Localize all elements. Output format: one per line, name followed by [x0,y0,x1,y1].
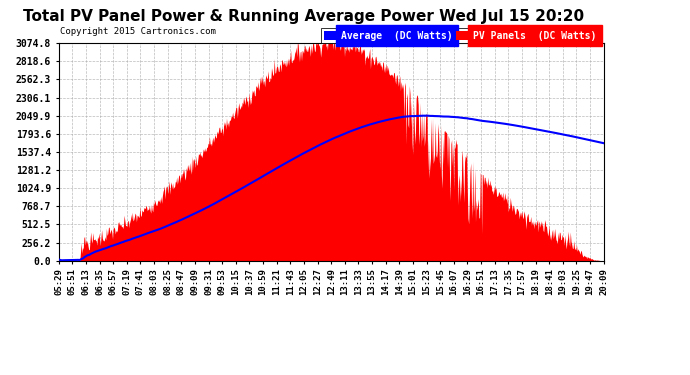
Text: Total PV Panel Power & Running Average Power Wed Jul 15 20:20: Total PV Panel Power & Running Average P… [23,9,584,24]
Legend: Average  (DC Watts), PV Panels  (DC Watts): Average (DC Watts), PV Panels (DC Watts) [321,28,599,43]
Text: Copyright 2015 Cartronics.com: Copyright 2015 Cartronics.com [60,27,215,36]
